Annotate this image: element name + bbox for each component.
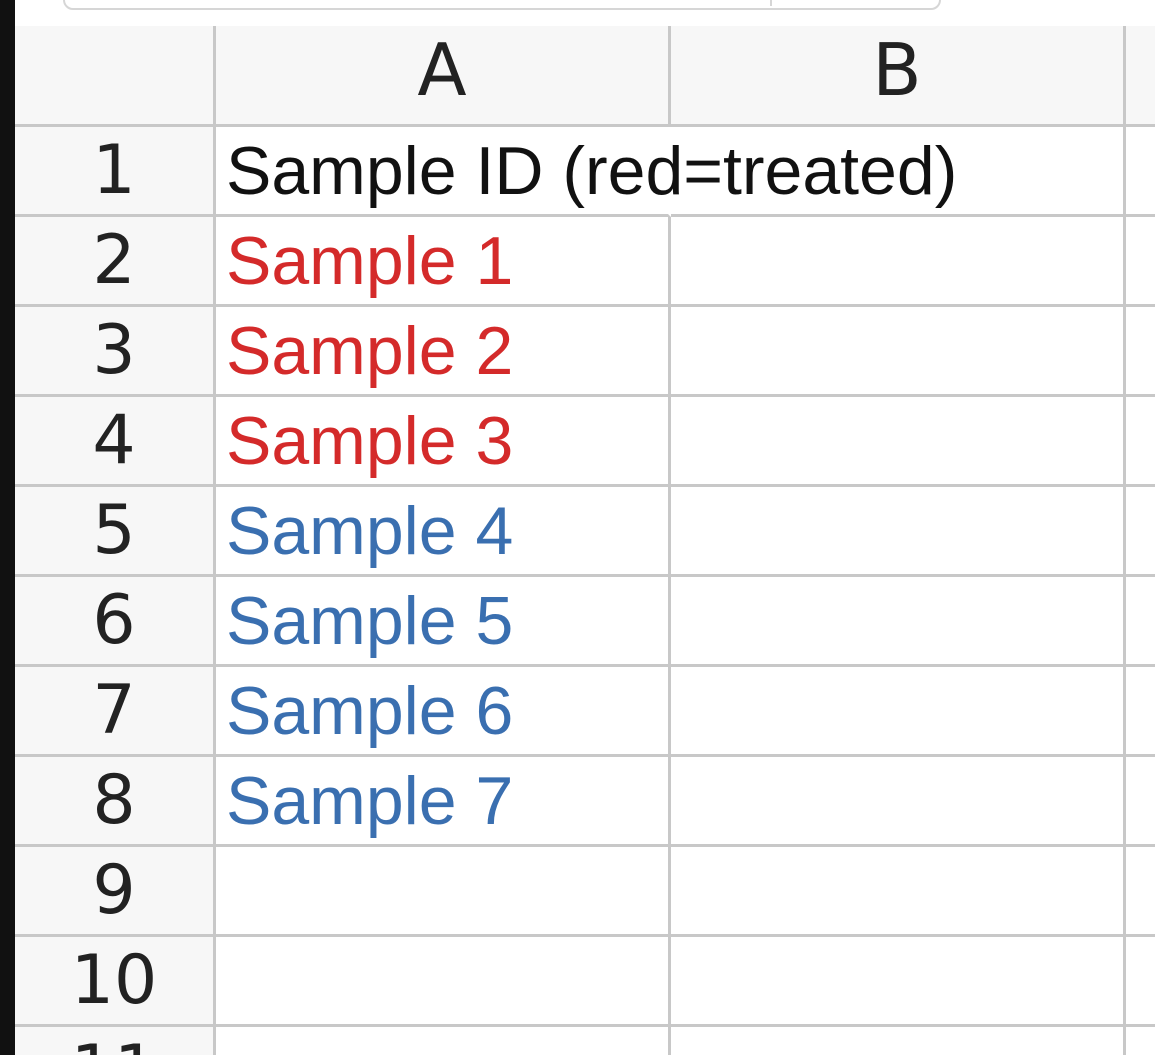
row-header-9[interactable]: 9 [15, 847, 216, 937]
cell-b10[interactable] [671, 937, 1126, 1027]
cell-c6[interactable] [1126, 577, 1155, 667]
row-header-3[interactable]: 3 [15, 307, 216, 397]
column-header-b[interactable]: B [671, 26, 1126, 127]
row-header-1[interactable]: 1 [15, 127, 216, 217]
cell-c3[interactable] [1126, 307, 1155, 397]
row-header-6[interactable]: 6 [15, 577, 216, 667]
cell-b9[interactable] [671, 847, 1126, 937]
cell-c5[interactable] [1126, 487, 1155, 577]
cell-a5-text: Sample 4 [226, 492, 514, 569]
cell-grid: A B 1 Sample ID (red=treated) 2 Sample 1 3 Sa… [15, 26, 1155, 1055]
cell-b5[interactable] [671, 487, 1126, 577]
cell-c8[interactable] [1126, 757, 1155, 847]
row-header-2[interactable]: 2 [15, 217, 216, 307]
cell-a5[interactable]: Sample 4 [216, 487, 671, 577]
cell-b1[interactable] [671, 127, 1126, 217]
select-all-corner[interactable] [15, 26, 216, 127]
formula-input-divider [770, 0, 772, 6]
cell-a3-text: Sample 2 [226, 312, 514, 389]
cell-a7[interactable]: Sample 6 [216, 667, 671, 757]
cell-c7[interactable] [1126, 667, 1155, 757]
cell-a2[interactable]: Sample 1 [216, 217, 671, 307]
cell-c11[interactable] [1126, 1027, 1155, 1055]
cell-a3[interactable]: Sample 2 [216, 307, 671, 397]
row-header-7[interactable]: 7 [15, 667, 216, 757]
window-left-edge [0, 0, 15, 1055]
row-header-8[interactable]: 8 [15, 757, 216, 847]
column-header-a[interactable]: A [216, 26, 671, 127]
cell-a1-text: Sample ID (red=treated) [226, 132, 958, 209]
cell-c9[interactable] [1126, 847, 1155, 937]
cell-b11[interactable] [671, 1027, 1126, 1055]
cell-c4[interactable] [1126, 397, 1155, 487]
spreadsheet-grid[interactable]: A B 1 Sample ID (red=treated) 2 Sample 1 3 Sa… [15, 26, 1155, 1055]
cell-a1[interactable]: Sample ID (red=treated) [216, 127, 957, 217]
column-header-c[interactable] [1126, 26, 1155, 127]
cell-a7-text: Sample 6 [226, 672, 514, 749]
cell-a6-text: Sample 5 [226, 582, 514, 659]
cell-c10[interactable] [1126, 937, 1155, 1027]
cell-c2[interactable] [1126, 217, 1155, 307]
row-header-11[interactable]: 11 [15, 1027, 216, 1055]
row-header-4[interactable]: 4 [15, 397, 216, 487]
row-header-10[interactable]: 10 [15, 937, 216, 1027]
cell-a10[interactable] [216, 937, 671, 1027]
cell-b4[interactable] [671, 397, 1126, 487]
formula-input[interactable] [63, 0, 941, 10]
cell-a4[interactable]: Sample 3 [216, 397, 671, 487]
cell-a11[interactable] [216, 1027, 671, 1055]
cell-a6[interactable]: Sample 5 [216, 577, 671, 667]
row-header-5[interactable]: 5 [15, 487, 216, 577]
cell-a8[interactable]: Sample 7 [216, 757, 671, 847]
cell-a2-text: Sample 1 [226, 222, 514, 299]
cell-b8[interactable] [671, 757, 1126, 847]
cell-a8-text: Sample 7 [226, 762, 514, 839]
cell-a9[interactable] [216, 847, 671, 937]
cell-b3[interactable] [671, 307, 1126, 397]
formula-bar-area [15, 0, 1155, 26]
cell-b2[interactable] [671, 217, 1126, 307]
cell-a4-text: Sample 3 [226, 402, 514, 479]
cell-c1[interactable] [1126, 127, 1155, 217]
cell-b7[interactable] [671, 667, 1126, 757]
cell-b6[interactable] [671, 577, 1126, 667]
